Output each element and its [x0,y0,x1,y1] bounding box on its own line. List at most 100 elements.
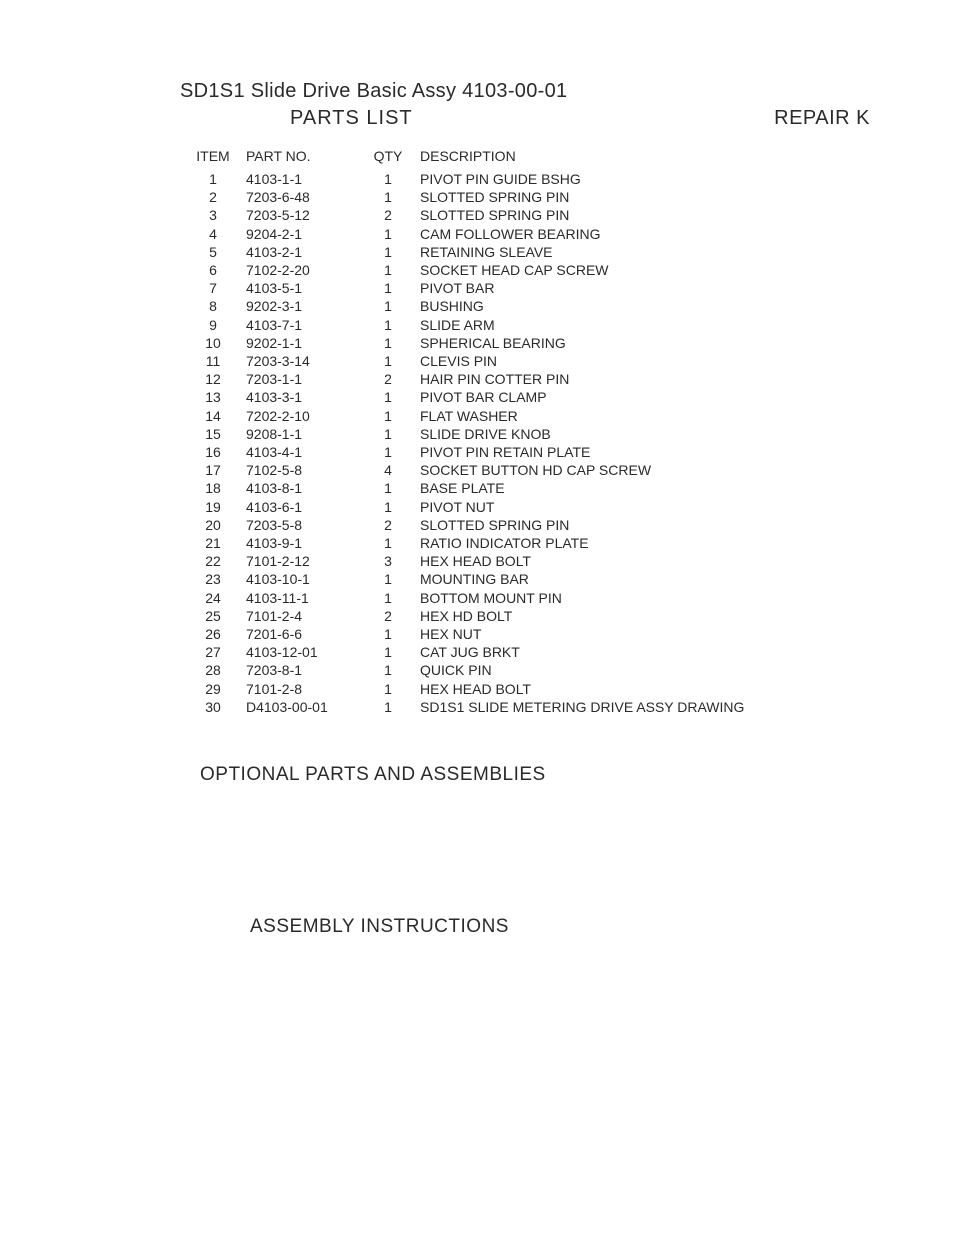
cell-desc: SD1S1 SLIDE METERING DRIVE ASSY DRAWING [420,698,744,716]
cell-item: 2 [180,188,246,206]
cell-item: 23 [180,570,246,588]
cell-partno: 9204-2-1 [246,225,356,243]
cell-item: 18 [180,479,246,497]
cell-partno: 7201-6-6 [246,625,356,643]
cell-item: 20 [180,516,246,534]
cell-qty: 1 [356,589,420,607]
cell-qty: 1 [356,279,420,297]
cell-desc: SLIDE DRIVE KNOB [420,425,744,443]
cell-desc: HEX HD BOLT [420,607,744,625]
parts-table: ITEM PART NO. QTY DESCRIPTION 14103-1-11… [180,148,744,716]
cell-qty: 1 [356,643,420,661]
table-row: 117203-3-141CLEVIS PIN [180,352,744,370]
cell-item: 14 [180,407,246,425]
cell-desc: CAM FOLLOWER BEARING [420,225,744,243]
cell-qty: 1 [356,570,420,588]
table-row: 207203-5-82SLOTTED SPRING PIN [180,516,744,534]
cell-desc: HEX NUT [420,625,744,643]
table-row: 27203-6-481SLOTTED SPRING PIN [180,188,744,206]
cell-desc: SLIDE ARM [420,316,744,334]
cell-partno: 9208-1-1 [246,425,356,443]
cell-item: 25 [180,607,246,625]
cell-qty: 2 [356,370,420,388]
cell-qty: 1 [356,261,420,279]
cell-desc: SOCKET HEAD CAP SCREW [420,261,744,279]
table-row: 109202-1-11SPHERICAL BEARING [180,334,744,352]
cell-qty: 1 [356,388,420,406]
parts-table-wrap: ITEM PART NO. QTY DESCRIPTION 14103-1-11… [180,148,894,716]
cell-desc: SLOTTED SPRING PIN [420,516,744,534]
cell-qty: 1 [356,534,420,552]
cell-qty: 1 [356,243,420,261]
table-row: 287203-8-11QUICK PIN [180,661,744,679]
cell-qty: 1 [356,316,420,334]
cell-item: 12 [180,370,246,388]
table-row: 184103-8-11BASE PLATE [180,479,744,497]
table-header-row: ITEM PART NO. QTY DESCRIPTION [180,148,744,170]
cell-partno: 7203-5-12 [246,206,356,224]
cell-partno: 4103-2-1 [246,243,356,261]
cell-item: 16 [180,443,246,461]
cell-desc: CAT JUG BRKT [420,643,744,661]
cell-desc: BASE PLATE [420,479,744,497]
cell-qty: 2 [356,516,420,534]
cell-desc: HAIR PIN COTTER PIN [420,370,744,388]
cell-qty: 1 [356,625,420,643]
cell-desc: SPHERICAL BEARING [420,334,744,352]
cell-desc: PIVOT PIN GUIDE BSHG [420,170,744,188]
cell-desc: FLAT WASHER [420,407,744,425]
table-row: 274103-12-011CAT JUG BRKT [180,643,744,661]
cell-qty: 1 [356,479,420,497]
cell-item: 15 [180,425,246,443]
col-header-item: ITEM [180,148,246,170]
cell-partno: 4103-7-1 [246,316,356,334]
table-row: 134103-3-11PIVOT BAR CLAMP [180,388,744,406]
table-row: 67102-2-201SOCKET HEAD CAP SCREW [180,261,744,279]
cell-item: 17 [180,461,246,479]
table-row: 49204-2-11CAM FOLLOWER BEARING [180,225,744,243]
cell-item: 24 [180,589,246,607]
cell-partno: 4103-6-1 [246,498,356,516]
col-header-partno: PART NO. [246,148,356,170]
table-row: 267201-6-61HEX NUT [180,625,744,643]
subtitle-row: PARTS LIST REPAIR K [180,107,870,130]
cell-qty: 2 [356,607,420,625]
table-row: 127203-1-12HAIR PIN COTTER PIN [180,370,744,388]
table-row: 297101-2-81HEX HEAD BOLT [180,680,744,698]
page: SD1S1 Slide Drive Basic Assy 4103-00-01 … [0,0,954,1235]
cell-qty: 1 [356,170,420,188]
cell-partno: 7203-6-48 [246,188,356,206]
cell-qty: 4 [356,461,420,479]
cell-item: 27 [180,643,246,661]
cell-desc: RATIO INDICATOR PLATE [420,534,744,552]
table-row: 257101-2-42HEX HD BOLT [180,607,744,625]
repair-label: REPAIR K [774,107,870,130]
cell-item: 6 [180,261,246,279]
parts-list-heading: PARTS LIST [290,107,413,130]
cell-partno: 7203-8-1 [246,661,356,679]
cell-qty: 1 [356,352,420,370]
cell-desc: SOCKET BUTTON HD CAP SCREW [420,461,744,479]
cell-partno: D4103-00-01 [246,698,356,716]
cell-item: 30 [180,698,246,716]
cell-item: 10 [180,334,246,352]
cell-partno: 9202-3-1 [246,297,356,315]
cell-item: 4 [180,225,246,243]
cell-item: 11 [180,352,246,370]
cell-item: 22 [180,552,246,570]
cell-item: 29 [180,680,246,698]
table-row: 94103-7-11SLIDE ARM [180,316,744,334]
cell-partno: 7202-2-10 [246,407,356,425]
cell-qty: 1 [356,225,420,243]
cell-partno: 7101-2-4 [246,607,356,625]
cell-partno: 4103-4-1 [246,443,356,461]
cell-desc: CLEVIS PIN [420,352,744,370]
cell-desc: SLOTTED SPRING PIN [420,188,744,206]
cell-desc: QUICK PIN [420,661,744,679]
cell-partno: 7101-2-8 [246,680,356,698]
cell-item: 19 [180,498,246,516]
cell-desc: HEX HEAD BOLT [420,552,744,570]
optional-parts-heading: OPTIONAL PARTS AND ASSEMBLIES [200,764,894,786]
cell-qty: 1 [356,425,420,443]
table-row: 14103-1-11PIVOT PIN GUIDE BSHG [180,170,744,188]
